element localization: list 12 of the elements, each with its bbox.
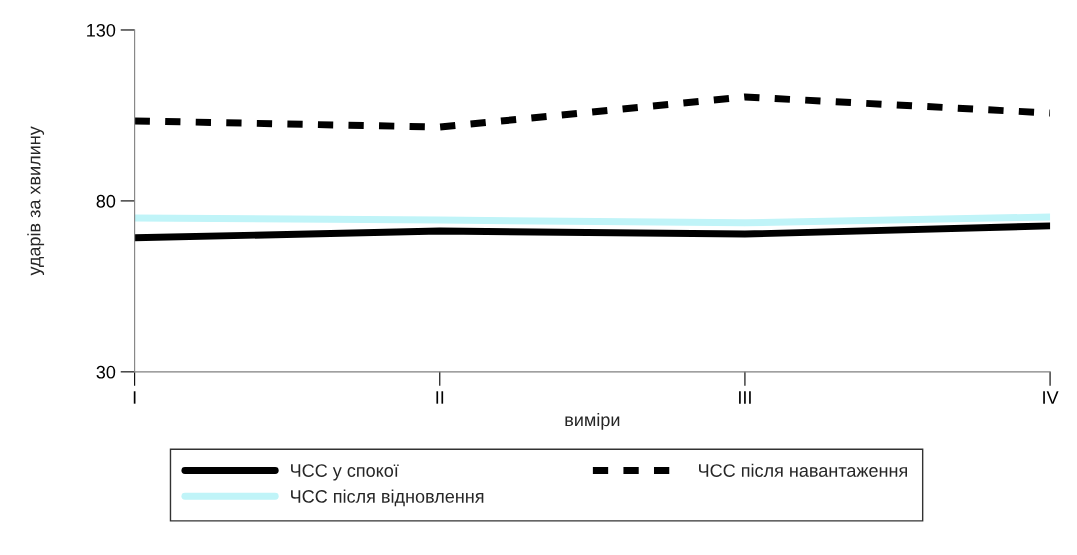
y-tick-label: 30 <box>96 365 116 379</box>
x-tick-label: IV <box>1043 391 1059 404</box>
y-tick-label: 80 <box>96 194 116 208</box>
legend-label: ЧСС після відновлення <box>291 489 484 507</box>
x-tick-label: III <box>739 391 751 404</box>
x-tick-label: I <box>133 391 136 404</box>
y-tick-label: 130 <box>87 23 116 37</box>
legend-label: ЧСС у спокої <box>291 464 399 481</box>
y-axis-title: ударів за хвилину <box>27 126 45 276</box>
x-axis-title: виміри <box>565 412 620 430</box>
x-tick-label: II <box>436 391 444 404</box>
legend-label: ЧСС після навантаження <box>699 463 907 477</box>
